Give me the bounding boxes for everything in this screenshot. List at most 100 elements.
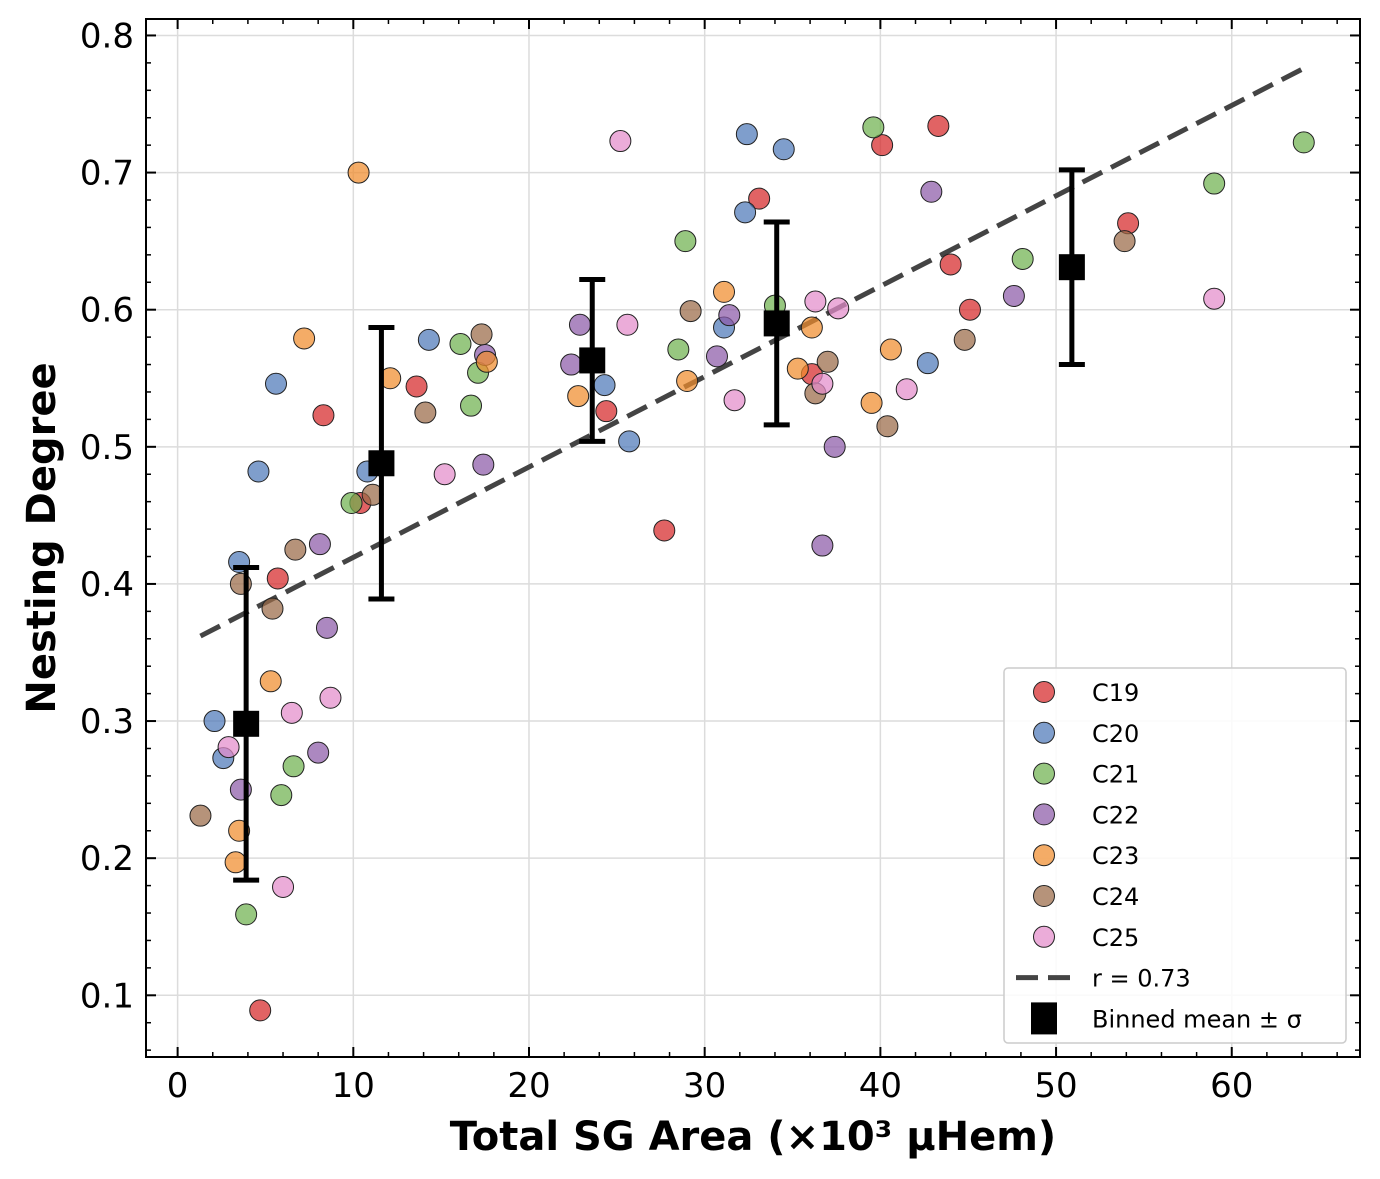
point-c24 [261,597,284,620]
point-c23 [713,280,736,303]
point-c20 [265,372,288,395]
y-tick-label: 0.5 [80,428,134,468]
x-tick-label: 20 [507,1066,550,1106]
y-tick-label: 0.2 [80,839,134,879]
point-c22 [560,353,583,376]
trend-line [199,66,1305,639]
binned-mean-marker [579,347,606,374]
point-c23 [676,369,699,392]
point-c22 [568,313,591,336]
grid [146,19,1360,1057]
y-tick-label: 0.1 [80,976,134,1016]
point-c24 [876,415,899,438]
point-c24 [816,350,839,373]
point-c22 [472,453,495,476]
point-c19 [927,114,950,137]
point-c21 [270,784,293,807]
plot-frame [145,18,1361,1058]
point-c21 [862,116,885,139]
x-tick-label: 10 [332,1066,375,1106]
point-c19 [653,519,676,542]
x-tick-label: 0 [167,1066,189,1106]
point-c21 [235,903,258,926]
point-c22 [1002,284,1025,307]
point-c23 [224,851,247,874]
legend-label: r = 0.73 [1092,965,1191,993]
point-c24 [1113,230,1136,253]
legend: C19 C20 C21 C22 C23 C24 C25 r = 0.73 Binned mean… [1003,667,1347,1044]
point-c20 [618,430,641,453]
legend-label: C21 [1092,761,1139,789]
point-c25 [616,313,639,336]
axes: 0 10 20 30 40 50 60 0.1 0.2 0.3 0.4 0.5 0.6 0.7 0.8 [80,16,1361,1106]
point-c25 [272,875,295,898]
point-c20 [593,374,616,397]
point-c24 [189,804,212,827]
binned-mean-marker [1058,254,1085,281]
legend-label: C25 [1092,924,1139,952]
legend-marker-binned [1031,1002,1057,1035]
point-c24 [679,300,702,323]
point-c24 [470,323,493,346]
x-tick-label: 30 [683,1066,726,1106]
legend-marker-c20 [1033,721,1055,744]
legend-marker-c22 [1033,803,1055,826]
point-c23 [347,161,370,184]
point-c22 [811,534,834,557]
point-c22 [308,533,331,556]
point-c21 [1292,131,1315,154]
point-c22 [718,304,741,327]
y-axis-title: Nesting Degree [19,362,65,713]
point-c20 [916,352,939,375]
point-c24 [414,401,437,424]
point-c23 [879,338,902,361]
point-c22 [705,345,728,368]
x-tick-label: 40 [859,1066,902,1106]
legend-label: C23 [1092,842,1139,870]
point-c19 [748,187,771,210]
point-c19 [405,375,428,398]
binned-mean-marker [368,450,395,477]
legend-marker-c21 [1033,762,1055,785]
point-c22 [307,741,330,764]
legend-marker-c19 [1033,681,1055,703]
legend-label: Binned mean ± σ [1092,1005,1302,1033]
legend-label: C24 [1092,883,1139,911]
point-c25 [811,372,834,395]
point-c23 [860,391,883,414]
point-c22 [920,180,943,203]
y-tick-label: 0.3 [80,702,134,742]
point-c21 [667,338,690,361]
point-c19 [958,298,981,321]
point-c23 [293,327,316,350]
x-tick-label: 50 [1034,1066,1077,1106]
point-c25 [609,130,632,153]
point-c20 [772,138,795,161]
point-c23 [800,316,823,339]
point-c25 [804,290,827,313]
point-c22 [823,435,846,458]
binned-mean-marker [233,710,260,737]
point-c20 [735,123,758,146]
point-c19 [1117,212,1140,235]
legend-label: C19 [1092,679,1139,707]
point-c25 [895,378,918,401]
point-c21 [1203,172,1226,195]
point-c19 [939,253,962,276]
point-c21 [340,492,363,515]
data-layer [189,66,1315,1022]
point-c23 [786,357,809,380]
point-c20 [417,328,440,351]
legend-marker-c23 [1033,844,1055,867]
point-c21 [674,230,697,253]
point-c25 [1203,287,1226,310]
point-c23 [567,385,590,408]
point-c24 [953,328,976,351]
point-c23 [475,350,498,373]
point-c25 [319,686,342,709]
point-c19 [595,400,618,423]
y-tick-label: 0.4 [80,565,134,605]
point-c19 [249,999,272,1022]
point-c22 [315,616,338,639]
